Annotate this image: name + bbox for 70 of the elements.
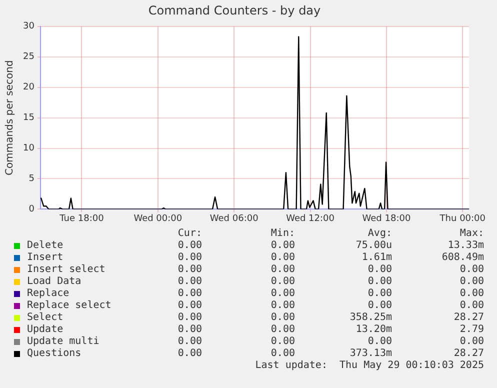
- text: 28.27: [454, 348, 484, 360]
- text: 0.00: [270, 312, 295, 324]
- legend-label: Questions: [27, 348, 82, 360]
- text: 13.33m: [448, 240, 484, 252]
- legend-label: Replace select: [27, 300, 112, 312]
- text: Cur:: [178, 228, 202, 240]
- y-tick-label: 25: [23, 52, 34, 62]
- legend-label: Replace: [27, 288, 70, 300]
- text: 0.00: [270, 348, 295, 360]
- x-tick-label: Tue 18:00: [58, 214, 104, 224]
- x-tick-label: Thu 00:00: [438, 214, 486, 224]
- text: 608.49m: [442, 252, 484, 264]
- text: Max:: [460, 228, 484, 240]
- text: 28.27: [454, 312, 484, 324]
- text: 0.00: [178, 276, 202, 288]
- x-tick-label: Wed 06:00: [210, 214, 259, 224]
- text: 0.00: [460, 276, 484, 288]
- text: 0.00: [368, 300, 392, 312]
- text: 0.00: [270, 288, 295, 300]
- text: 0.00: [270, 300, 295, 312]
- text: 0.00: [270, 240, 295, 252]
- text: 0.00: [178, 312, 202, 324]
- text: 0.00: [178, 300, 202, 312]
- text: 0.00: [178, 348, 202, 360]
- text: 0.00: [368, 276, 392, 288]
- text: 0.00: [368, 264, 392, 276]
- text: 0.00: [270, 276, 295, 288]
- legend-label: Update: [27, 324, 64, 336]
- text: 0.00: [270, 252, 295, 264]
- text: 358.25m: [350, 312, 392, 324]
- text: 0.00: [460, 288, 484, 300]
- y-tick-label: 15: [23, 113, 34, 124]
- text: 0.00: [178, 336, 202, 348]
- y-axis-title: Commands per second: [4, 60, 16, 176]
- text: 75.00u: [356, 240, 392, 252]
- x-tick-label: Wed 00:00: [134, 214, 182, 224]
- text: Avg:: [368, 228, 392, 240]
- text: 373.13m: [350, 348, 392, 360]
- chart-title: Command Counters - by day: [148, 3, 321, 18]
- text: 0.00: [368, 288, 392, 300]
- legend-label: Update multi: [27, 336, 100, 348]
- text: 0.00: [460, 336, 484, 348]
- text: 0.00: [270, 324, 295, 336]
- text: Min:: [270, 228, 295, 240]
- text: 0.00: [178, 264, 202, 276]
- x-tick-label: Wed 12:00: [286, 214, 335, 224]
- text: 0.00: [270, 336, 295, 348]
- y-tick-label: 5: [28, 174, 34, 184]
- y-tick-label: 20: [23, 82, 35, 93]
- text: 0.00: [270, 264, 295, 276]
- legend-label: Delete: [27, 240, 64, 252]
- legend-label: Insert select: [27, 264, 106, 276]
- text: Last update: Thu May 29 00:10:03 2025: [255, 360, 484, 372]
- legend-label: Select: [27, 312, 64, 324]
- text: 2.79: [460, 324, 484, 336]
- text: 0.00: [178, 252, 202, 264]
- text: 0.00: [460, 264, 484, 276]
- legend-label: Insert: [27, 252, 64, 264]
- text: 0.00: [178, 240, 202, 252]
- text: 0.00: [460, 300, 484, 312]
- text: 1.61m: [362, 252, 392, 264]
- y-tick-label: 10: [23, 144, 35, 154]
- text: 0.00: [368, 336, 392, 348]
- legend-label: Load Data: [27, 276, 82, 288]
- text: 0.00: [178, 288, 202, 300]
- y-tick-label: 30: [23, 22, 35, 32]
- text: 13.20m: [356, 324, 392, 336]
- y-tick-label: 0: [28, 204, 35, 215]
- x-tick-label: Wed 18:00: [362, 214, 411, 224]
- text: 0.00: [178, 324, 202, 336]
